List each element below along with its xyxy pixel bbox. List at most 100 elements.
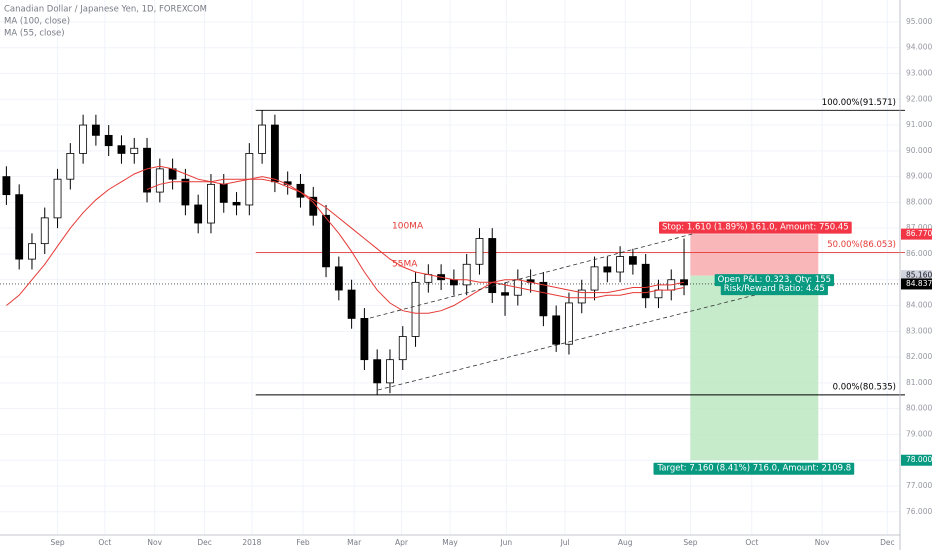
y-tick-label: 86.000 [906,249,932,258]
candle-body [104,134,113,147]
x-tick-label: May [442,538,458,547]
x-tick-label: Dec [880,538,895,547]
candle-body [347,289,356,319]
price-label: 84.837 [906,279,932,288]
candle-body [130,147,139,154]
x-tick-label: Sep [683,538,697,547]
y-tick-label: 95.000 [906,17,932,26]
candle-body [449,279,458,286]
fib-label: 100.00%(91.571) [822,98,896,108]
x-tick-label: Feb [296,538,310,547]
y-tick-label: 92.000 [906,94,932,103]
candle-body [15,194,24,260]
candle-body [66,153,75,180]
candle-body [79,124,88,154]
ma55-annotation: 55MA [392,260,418,270]
x-tick-label: 2018 [242,538,261,547]
price-label-box [901,454,932,466]
candle-body [219,183,228,203]
candle-body [577,289,586,304]
ratio-label: Risk/Reward Ratio: 4.45 [724,284,825,294]
ma100-annotation: 100MA [392,222,424,232]
candle-body [194,204,203,224]
x-tick-label: Sep [50,538,64,547]
candle-body [552,315,561,345]
price-label-box [901,278,932,290]
target-label-box [653,462,855,475]
price-label-box [901,228,932,240]
y-tick-label: 83.000 [906,326,932,335]
y-tick-label: 94.000 [906,43,932,52]
target-zone [690,275,819,461]
y-tick-label: 87.000 [906,223,932,232]
candle-body [181,178,190,206]
price-label: 85.160 [906,271,932,280]
candle-body [386,359,394,384]
plot [0,109,905,461]
target-label: Target: 7.160 (8.41%) 716.0, Amount: 210… [657,464,852,474]
x-tick-label: Oct [745,538,758,547]
y-tick-label: 90.000 [906,146,932,155]
x-tick-label: Jun [499,538,512,547]
candle-body [424,274,433,283]
candle-body [590,266,599,291]
y-tick-label: 88.000 [906,197,932,206]
candle-body [2,176,11,196]
candle-body [488,238,497,294]
legend-entry: MA (100, close) [4,17,70,27]
legend-entry: MA (55, close) [4,29,65,39]
x-tick-label: Mar [347,538,362,547]
x-tick-label: Nov [815,538,830,547]
x-tick-label: Oct [98,538,111,547]
fib-label: 50.00%(86.053) [827,240,896,250]
candle-body [565,302,573,345]
ma-line [146,178,685,299]
candle-body [28,243,36,260]
channel-upper [369,231,701,319]
candle-body [398,336,407,361]
x-tick-label: Aug [618,538,633,547]
ratio-label-box [720,283,828,296]
candle-body [501,292,509,296]
y-tick-label: 93.000 [906,68,932,77]
y-tick-label: 76.000 [906,507,932,516]
stop-label: Stop: 1.610 (1.89%) 161.0, Amount: 750.4… [662,223,849,233]
x-tick-label: Nov [147,538,162,547]
chart-title: Canadian Dollar / Japanese Yen, 1D, FORE… [4,5,207,15]
x-tick-label: Jul [560,538,570,547]
candle-body [270,124,279,183]
candle-body [155,168,164,193]
candle-body [373,359,382,384]
candle-body [616,256,625,273]
candle-body [603,266,612,273]
y-tick-label: 84.000 [906,301,932,310]
pnl-label: Open P&L: 0.323, Qty: 155 [718,275,831,285]
y-tick-label: 89.000 [906,172,932,181]
candle-body [475,238,484,265]
y-tick-label: 91.000 [906,120,932,129]
candle-body [411,281,420,337]
candle-body [539,281,548,317]
y-tick-label: 80.000 [906,404,932,413]
y-tick-label: 77.000 [906,481,932,490]
fib-label: 0.00%(80.535) [833,382,896,392]
stop-label-box [658,221,852,234]
price-label: 86.770 [906,229,932,238]
x-tick-label: Dec [197,538,212,547]
stop-zone [690,234,819,276]
candle-body [654,289,663,299]
price-label-box [901,270,932,282]
candle-body [207,183,215,224]
candle-body [334,266,343,291]
y-tick-label: 82.000 [906,352,932,361]
candle-body [641,263,650,299]
candle-body [628,256,637,265]
candle-body [117,145,126,154]
candle-body [53,178,62,219]
candle-body [40,217,49,245]
candle-body [232,201,241,206]
candle-body [91,124,100,136]
ma-line [6,165,685,314]
candle-body [322,214,330,268]
